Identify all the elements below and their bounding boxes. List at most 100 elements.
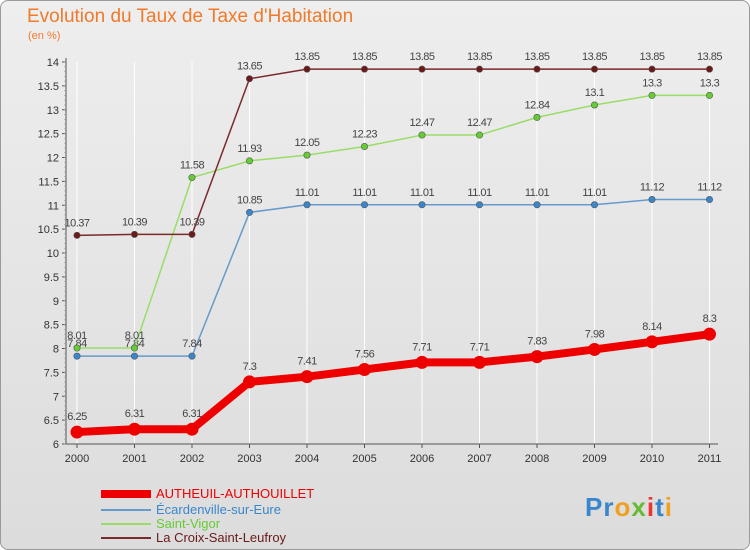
y-tick-label: 7 bbox=[53, 391, 59, 403]
data-point-ecardenville-sur-eure bbox=[188, 352, 196, 360]
data-label-ecardenville-sur-eure: 10.85 bbox=[237, 194, 262, 206]
proxiti-logo: Proxiti bbox=[585, 492, 673, 523]
data-point-autheuil-authouillet bbox=[243, 375, 256, 389]
data-label-saint-vigor: 13.1 bbox=[585, 87, 605, 99]
data-label-autheuil-authouillet: 8.14 bbox=[642, 321, 662, 333]
legend-swatch bbox=[101, 523, 151, 525]
data-point-ecardenville-sur-eure bbox=[533, 201, 541, 209]
y-tick-label: 11 bbox=[48, 200, 59, 212]
data-point-la-croix-saint-leufroy bbox=[360, 65, 368, 73]
data-label-ecardenville-sur-eure: 11.12 bbox=[640, 182, 665, 194]
data-label-autheuil-authouillet: 7.98 bbox=[585, 328, 605, 340]
data-point-saint-vigor bbox=[131, 344, 139, 352]
x-tick-label: 2005 bbox=[352, 453, 376, 465]
data-label-ecardenville-sur-eure: 11.01 bbox=[525, 187, 550, 199]
logo-letter: i bbox=[646, 492, 656, 522]
x-tick-label: 2003 bbox=[237, 453, 261, 465]
logo-letter: P bbox=[585, 492, 604, 522]
data-point-ecardenville-sur-eure bbox=[418, 201, 426, 209]
data-point-saint-vigor bbox=[590, 101, 598, 109]
y-tick-label: 7.5 bbox=[44, 367, 59, 379]
y-tick-label: 11.5 bbox=[38, 176, 59, 188]
y-tick-label: 9 bbox=[53, 296, 59, 308]
data-label-autheuil-authouillet: 7.71 bbox=[470, 341, 490, 353]
data-label-ecardenville-sur-eure: 11.12 bbox=[697, 182, 722, 194]
y-tick-label: 13 bbox=[47, 105, 59, 117]
data-point-autheuil-authouillet bbox=[530, 350, 544, 364]
legend-item: La Croix-Saint-Leufroy bbox=[101, 530, 361, 546]
x-tick-label: 2002 bbox=[180, 453, 204, 465]
legend-item: AUTHEUIL-AUTHOUILLET bbox=[101, 486, 361, 502]
data-point-saint-vigor bbox=[360, 143, 368, 151]
x-tick-label: 2011 bbox=[698, 453, 722, 465]
data-label-ecardenville-sur-eure: 7.84 bbox=[125, 338, 145, 350]
data-label-autheuil-authouillet: 8.3 bbox=[703, 313, 717, 325]
y-tick-label: 6.5 bbox=[44, 415, 59, 427]
data-point-la-croix-saint-leufroy bbox=[188, 230, 196, 238]
data-label-la-croix-saint-leufroy: 13.85 bbox=[639, 51, 664, 63]
data-point-saint-vigor bbox=[188, 174, 196, 182]
y-tick-label: 14 bbox=[47, 57, 59, 69]
data-label-saint-vigor: 8.01 bbox=[67, 330, 87, 342]
data-label-autheuil-authouillet: 6.31 bbox=[125, 408, 145, 420]
data-point-autheuil-authouillet bbox=[703, 327, 716, 341]
data-point-autheuil-authouillet bbox=[70, 425, 84, 439]
data-point-autheuil-authouillet bbox=[300, 370, 314, 384]
data-label-autheuil-authouillet: 7.83 bbox=[527, 336, 547, 348]
data-label-autheuil-authouillet: 7.56 bbox=[355, 349, 375, 361]
data-label-ecardenville-sur-eure: 11.01 bbox=[410, 187, 435, 199]
data-label-autheuil-authouillet: 7.41 bbox=[297, 356, 317, 368]
x-tick-label: 2001 bbox=[122, 453, 146, 465]
data-label-autheuil-authouillet: 7.71 bbox=[412, 341, 432, 353]
x-tick-label: 2009 bbox=[582, 453, 606, 465]
data-label-autheuil-authouillet: 6.31 bbox=[182, 408, 202, 420]
data-label-la-croix-saint-leufroy: 13.85 bbox=[524, 51, 549, 63]
data-point-ecardenville-sur-eure bbox=[131, 352, 139, 360]
data-label-la-croix-saint-leufroy: 13.85 bbox=[697, 51, 722, 63]
series-line-autheuil-authouillet bbox=[73, 330, 714, 437]
data-label-ecardenville-sur-eure: 11.01 bbox=[467, 187, 492, 199]
data-point-ecardenville-sur-eure bbox=[246, 208, 254, 216]
data-point-autheuil-authouillet bbox=[358, 363, 371, 377]
data-label-saint-vigor: 11.58 bbox=[180, 160, 205, 172]
logo-letter: x bbox=[631, 492, 647, 522]
data-label-ecardenville-sur-eure: 11.01 bbox=[295, 187, 320, 199]
data-label-la-croix-saint-leufroy: 10.37 bbox=[64, 217, 89, 229]
data-point-saint-vigor bbox=[533, 113, 541, 121]
series-line-saint-vigor bbox=[76, 94, 711, 349]
legend-item: Écardenville-sur-Eure bbox=[101, 502, 361, 518]
data-point-ecardenville-sur-eure bbox=[705, 196, 713, 204]
data-point-ecardenville-sur-eure bbox=[73, 352, 81, 360]
data-label-ecardenville-sur-eure: 11.01 bbox=[352, 187, 377, 199]
y-tick-label: 12 bbox=[47, 153, 59, 165]
data-point-la-croix-saint-leufroy bbox=[131, 230, 139, 238]
data-point-saint-vigor bbox=[648, 91, 656, 99]
x-tick-label: 2007 bbox=[467, 453, 491, 465]
legend-label: La Croix-Saint-Leufroy bbox=[156, 530, 287, 545]
data-point-autheuil-authouillet bbox=[588, 342, 601, 356]
data-point-autheuil-authouillet bbox=[128, 422, 141, 436]
y-tick-label: 12.5 bbox=[38, 129, 59, 141]
data-point-saint-vigor bbox=[705, 91, 713, 99]
y-tick-label: 6 bbox=[53, 439, 59, 451]
data-label-la-croix-saint-leufroy: 13.85 bbox=[582, 51, 607, 63]
logo-letter: o bbox=[614, 492, 632, 522]
x-tick-label: 2006 bbox=[410, 453, 434, 465]
data-point-saint-vigor bbox=[246, 157, 254, 165]
data-point-la-croix-saint-leufroy bbox=[648, 65, 656, 73]
data-label-la-croix-saint-leufroy: 13.85 bbox=[467, 51, 492, 63]
data-label-saint-vigor: 8.01 bbox=[125, 330, 145, 342]
data-point-la-croix-saint-leufroy bbox=[590, 65, 598, 73]
data-point-ecardenville-sur-eure bbox=[475, 201, 483, 209]
logo-letter: t bbox=[655, 492, 665, 522]
legend-swatch bbox=[101, 490, 151, 498]
y-tick-label: 8 bbox=[53, 344, 59, 356]
legend-label: Saint-Vigor bbox=[156, 516, 221, 531]
y-tick-label: 10.5 bbox=[38, 224, 59, 236]
data-label-la-croix-saint-leufroy: 13.85 bbox=[352, 51, 377, 63]
data-label-autheuil-authouillet: 7.3 bbox=[243, 361, 257, 373]
data-label-la-croix-saint-leufroy: 13.65 bbox=[237, 61, 262, 73]
data-label-saint-vigor: 12.47 bbox=[467, 117, 492, 129]
